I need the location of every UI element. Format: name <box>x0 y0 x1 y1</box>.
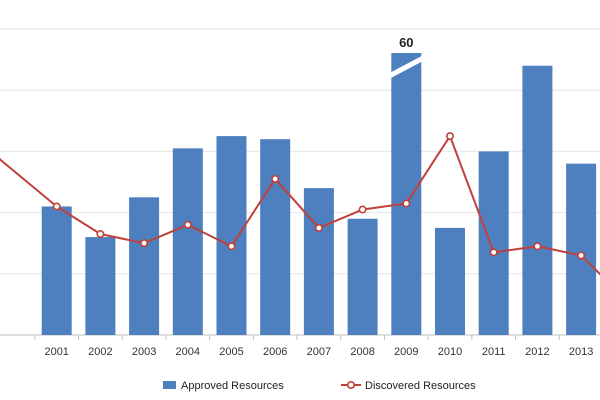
x-tick-label-2008: 2008 <box>350 346 374 358</box>
x-tick-label-2009: 2009 <box>394 346 418 358</box>
bar-2011 <box>478 151 509 335</box>
discovered-point-2010 <box>445 132 454 141</box>
data-labels: 60 <box>388 35 425 79</box>
discovered-point-2005 <box>227 242 236 251</box>
x-tick-label-2007: 2007 <box>307 346 331 358</box>
discovered-point-2008 <box>358 205 367 214</box>
discovered-point-2012 <box>533 242 542 251</box>
x-tick-label-2011: 2011 <box>482 346 506 358</box>
legend-swatch-approved <box>163 381 176 389</box>
bar-2006 <box>260 139 291 335</box>
x-tick-label-2006: 2006 <box>263 346 287 358</box>
line-series <box>0 132 600 276</box>
legend-label-approved: Approved Resources <box>181 380 284 392</box>
x-tick-label-2010: 2010 <box>438 346 462 358</box>
x-tick-label-2004: 2004 <box>176 346 200 358</box>
x-tick-label-2013: 2013 <box>569 346 593 358</box>
discovered-point-2006 <box>271 174 280 183</box>
bar-2003 <box>129 197 160 335</box>
discovered-point-2002 <box>96 230 105 239</box>
bar-2004 <box>172 148 203 335</box>
axis-break <box>388 55 425 79</box>
x-axis: 2001 2002 2003 2004 2005 2006 2007 2008 2009 2010… <box>34 335 593 358</box>
bar-series <box>41 53 597 335</box>
bar-2005 <box>216 136 247 335</box>
discovered-point-2011 <box>489 248 498 257</box>
x-tick-label-2012: 2012 <box>525 346 549 358</box>
discovered-point-2003 <box>140 239 149 248</box>
bar-2013 <box>566 163 597 335</box>
legend: Approved Resources Discovered Resources <box>163 380 476 392</box>
bar-2008 <box>347 218 378 335</box>
x-tick-label-2001: 2001 <box>44 346 68 358</box>
bar-2010 <box>435 227 465 335</box>
x-tick-label-2005: 2005 <box>219 346 243 358</box>
legend-label-discovered: Discovered Resources <box>365 380 476 392</box>
bar-2001 <box>41 206 72 335</box>
discovered-point-2004 <box>183 220 192 229</box>
discovered-point-2001 <box>52 202 61 211</box>
x-tick-label-2002: 2002 <box>88 346 112 358</box>
x-tick-label-2003: 2003 <box>132 346 156 358</box>
bar-2012 <box>522 65 553 335</box>
bar-2007 <box>303 188 334 335</box>
bar-2002 <box>85 237 116 335</box>
discovered-point-2007 <box>314 223 323 232</box>
legend-swatch-discovered-marker <box>346 380 355 389</box>
bar-2009 <box>391 53 422 335</box>
discovered-point-2013 <box>577 251 586 260</box>
data-label-2009: 60 <box>399 35 413 50</box>
discovered-point-2009 <box>402 199 411 208</box>
